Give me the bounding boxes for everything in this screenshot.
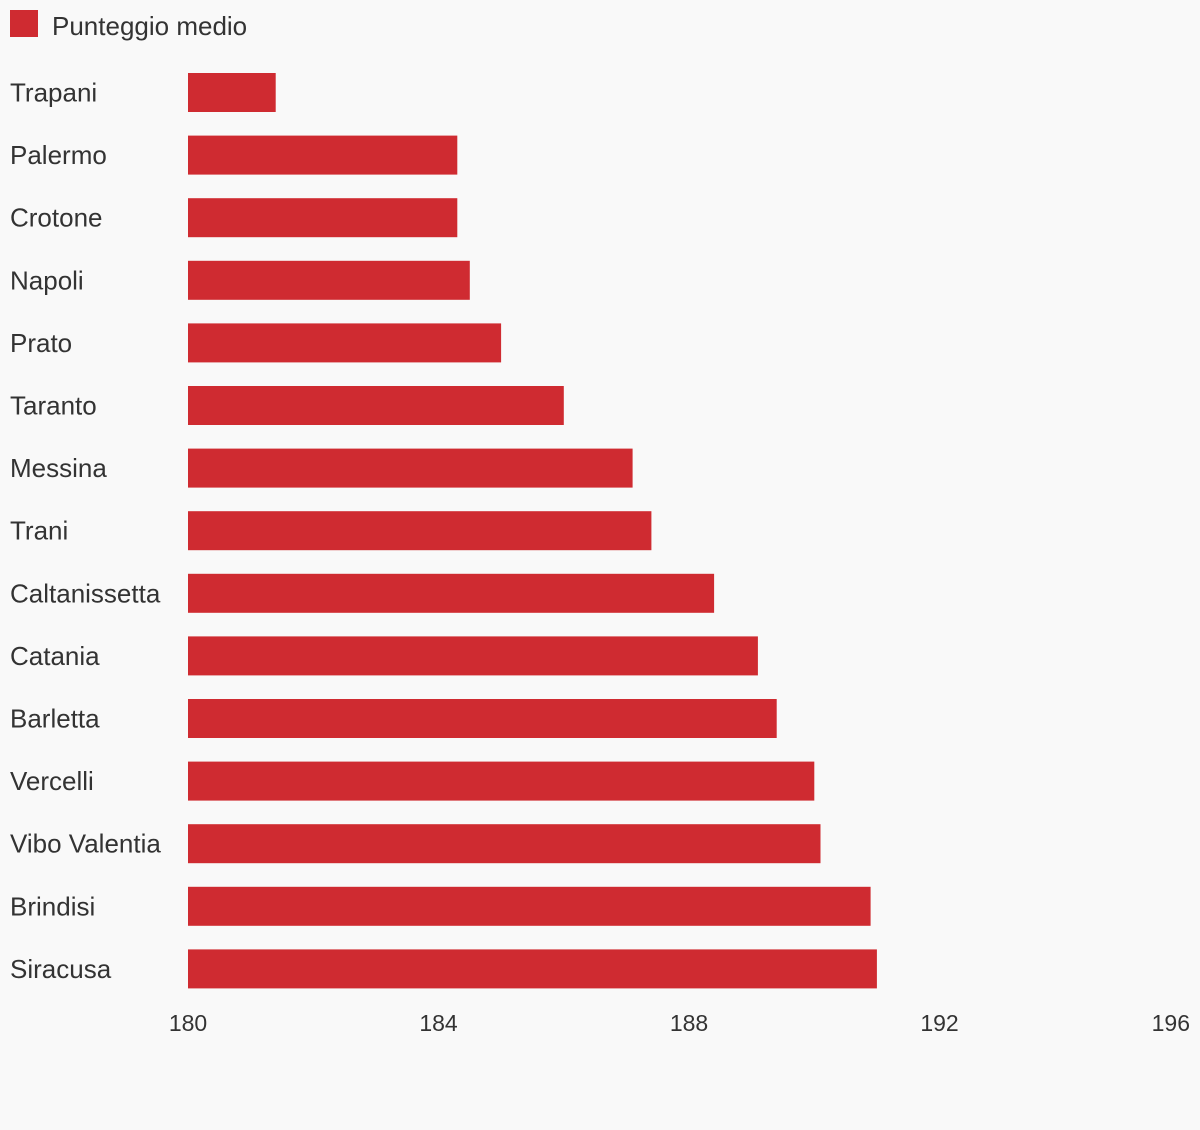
category-label: Vibo Valentia (10, 829, 161, 859)
bar-crotone (188, 198, 458, 238)
category-label: Palermo (10, 140, 107, 170)
bar-trapani (188, 73, 276, 112)
bar-napoli (188, 260, 470, 300)
legend-swatch (10, 10, 38, 37)
category-label: Brindisi (10, 891, 95, 921)
category-label: Vercelli (10, 766, 94, 796)
category-label: Napoli (10, 265, 84, 295)
category-label: Prato (10, 328, 72, 358)
bar-siracusa (188, 949, 877, 989)
bar-brindisi (188, 886, 871, 926)
bar-caltanissetta (188, 573, 715, 613)
category-label: Trapani (10, 78, 97, 108)
legend-label: Punteggio medio (52, 11, 247, 41)
bar-messina (188, 448, 633, 488)
bars-group (188, 73, 877, 989)
category-label: Trani (10, 516, 68, 546)
bar-vercelli (188, 761, 815, 801)
x-axis-ticks: 180 184 188 192 196 (169, 1010, 1190, 1036)
bar-taranto (188, 386, 564, 425)
x-tick-label: 180 (169, 1010, 207, 1036)
category-label: Messina (10, 453, 107, 483)
category-label: Catania (10, 641, 100, 671)
bar-barletta (188, 699, 777, 738)
x-tick-label: 196 (1152, 1010, 1190, 1036)
category-label: Taranto (10, 391, 97, 421)
bar-trani (188, 511, 652, 551)
x-tick-label: 192 (920, 1010, 958, 1036)
legend: Punteggio medio (10, 10, 247, 41)
category-label: Caltanissetta (10, 578, 161, 608)
category-label: Siracusa (10, 954, 112, 984)
bar-catania (188, 636, 758, 676)
x-tick-label: 188 (670, 1010, 708, 1036)
bar-palermo (188, 135, 458, 175)
category-label: Crotone (10, 203, 103, 233)
bar-vibo-valentia (188, 824, 821, 864)
x-tick-label: 184 (419, 1010, 458, 1036)
bar-prato (188, 323, 502, 363)
category-label: Barletta (10, 704, 100, 734)
category-labels: Trapani Palermo Crotone Napoli Prato Taranto M… (10, 78, 161, 984)
